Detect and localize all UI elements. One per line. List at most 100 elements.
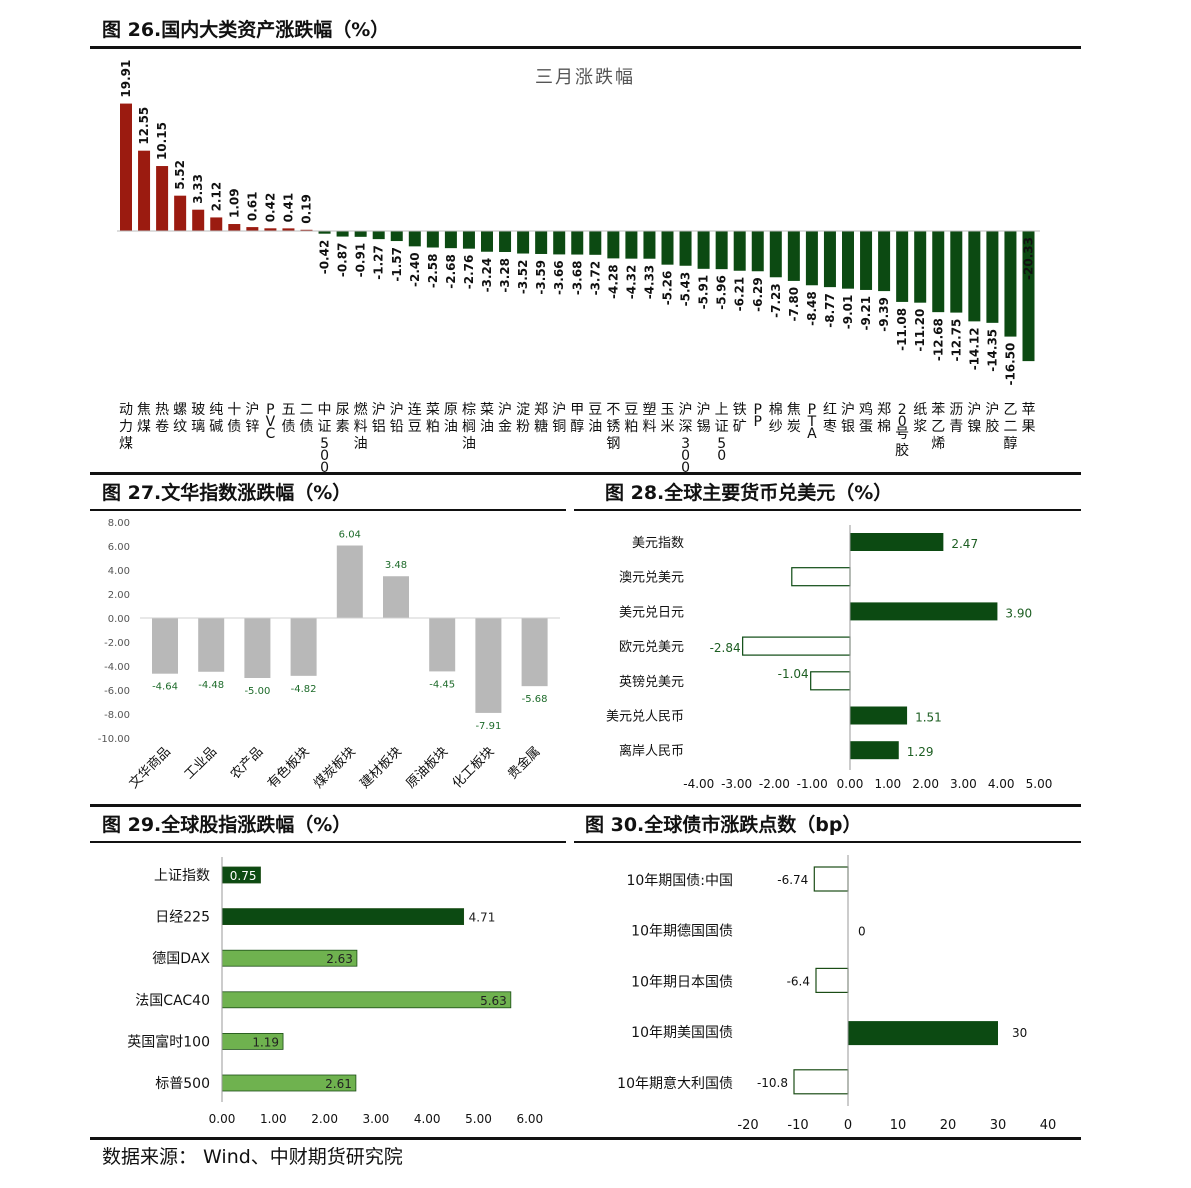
fig27-ytick-label: -2.00 — [104, 638, 130, 649]
fig26-bar — [481, 231, 493, 252]
fig26-bar — [444, 231, 457, 249]
fig28-bar — [850, 741, 899, 760]
fig26-value-label: -4.32 — [624, 265, 638, 300]
fig26-bar — [156, 166, 169, 231]
fig26-category-label: 沥青 — [949, 402, 963, 435]
fig26-bar — [932, 231, 945, 313]
fig26-category-label: 焦煤 — [137, 402, 151, 435]
fig26-category-label: 沪铅 — [390, 402, 404, 435]
fig26-bar — [390, 231, 403, 242]
fig27-bar — [152, 618, 178, 674]
fig26-value-label: -3.59 — [534, 260, 548, 295]
fig26-category-label: 动力煤 — [119, 402, 133, 452]
fig26-chart: 三月涨跌幅 19.91 动力煤 12.55 焦煤 10.15 热卷 5.52 螺纹 3.33 玻璃… — [117, 60, 1040, 476]
fig28-bar — [850, 706, 908, 725]
fig26-category-label: 甲醇 — [570, 402, 584, 435]
fig28-xtick-label: 5.00 — [1026, 777, 1053, 791]
fig26-category-label: 沪镍 — [967, 402, 981, 435]
fig26-value-label: -5.96 — [715, 275, 729, 310]
fig26-value-label: -3.24 — [480, 258, 494, 293]
fig29-value-label: 2.63 — [326, 952, 353, 966]
fig28-bar — [850, 602, 998, 621]
fig26-value-label: -1.57 — [390, 247, 404, 282]
fig26-value-label: -3.66 — [552, 260, 566, 295]
fig26-value-label: 1.09 — [227, 188, 241, 218]
fig26-value-label: -14.12 — [967, 327, 981, 370]
fig26-category-label: 沪深 3 0 0 — [679, 402, 693, 476]
fig26-bar — [787, 231, 800, 281]
fig26-value-label: 10.15 — [155, 122, 169, 160]
fig26-value-label: -16.50 — [1003, 343, 1017, 386]
fig26-bar — [823, 231, 836, 288]
fig26-value-label: -12.75 — [949, 319, 963, 362]
fig29-value-label: 5.63 — [480, 994, 507, 1008]
fig26-value-label: -3.28 — [498, 258, 512, 293]
fig26-value-label: -2.40 — [408, 252, 422, 287]
fig26-category-label: 二债 — [300, 402, 314, 435]
fig27-ytick-label: -6.00 — [104, 686, 130, 697]
fig26-value-label: -2.58 — [426, 254, 440, 289]
fig28-category-label: 欧元兑美元 — [619, 640, 684, 655]
fig26-bar — [733, 231, 746, 271]
fig30-top-rule — [574, 841, 1081, 843]
fig26-category-label: 纯碱 — [209, 402, 223, 435]
fig28-value-label: 1.29 — [907, 745, 934, 759]
fig26-category-label: 淀粉 — [516, 402, 530, 435]
fig27-value-label: -5.00 — [244, 686, 270, 697]
fig26-bar — [950, 231, 963, 313]
fig26-category-label: 菜粕 — [426, 402, 440, 435]
fig29-xtick-label: 0.00 — [209, 1112, 236, 1126]
fig26-category-label: 沪锡 — [697, 402, 711, 435]
fig27-bar — [521, 618, 548, 687]
fig30-category-label: 10年期意大利国债 — [617, 1075, 733, 1092]
fig26-value-label: -6.21 — [733, 277, 747, 312]
fig28-xtick-label: -1.00 — [797, 777, 828, 791]
fig30-xtick-label: -20 — [737, 1118, 758, 1133]
fig26-bar — [462, 231, 475, 249]
fig26-bottom-rule — [90, 472, 1081, 475]
fig26-category-label: 沪银 — [841, 402, 855, 435]
fig30-xtick-label: -10 — [787, 1118, 808, 1133]
fig26-bar — [354, 231, 367, 237]
fig26-bar — [174, 195, 187, 231]
fig26-bar — [643, 231, 656, 259]
fig28-category-label: 澳元兑美元 — [619, 570, 684, 586]
fig26-value-label: 0.61 — [245, 191, 259, 221]
fig27-value-label: 3.48 — [385, 560, 407, 571]
fig30-xtick-label: 20 — [940, 1118, 957, 1133]
fig27-value-label: -7.91 — [475, 721, 501, 732]
fig29-xtick-label: 2.00 — [311, 1112, 338, 1126]
fig28-value-label: 2.47 — [951, 537, 978, 551]
fig30-xtick-label: 0 — [844, 1118, 852, 1133]
fig30-category-label: 10年期日本国债 — [631, 974, 733, 990]
fig26-bar — [535, 231, 548, 254]
fig26-value-label: -5.91 — [697, 275, 711, 310]
fig26-value-label: -0.42 — [318, 240, 332, 275]
fig29-value-label: 1.19 — [252, 1035, 279, 1049]
fig30-value-label: -10.8 — [757, 1076, 788, 1090]
fig28-top-rule — [574, 509, 1081, 511]
fig26-bar — [968, 231, 981, 322]
fig26-category-label: 郑糖 — [534, 402, 548, 435]
fig26-category-label: 沪铝 — [372, 402, 386, 435]
fig27-ytick-label: 0.00 — [108, 614, 130, 625]
fig28-value-label: -2.84 — [710, 641, 741, 655]
fig26-value-label: -2.68 — [444, 254, 458, 289]
fig29-xtick-label: 1.00 — [260, 1112, 287, 1126]
fig27-value-label: -4.45 — [429, 679, 455, 690]
fig27-bar — [475, 618, 502, 713]
fig26-value-label: -11.08 — [895, 308, 909, 351]
fig30-xtick-label: 30 — [990, 1118, 1007, 1133]
fig28-xtick-label: -3.00 — [721, 777, 752, 791]
fig26-category-label: 沪金 — [498, 402, 512, 435]
fig29-top-rule — [90, 841, 566, 843]
fig26-bar — [553, 231, 566, 255]
fig27-bar — [383, 576, 409, 618]
fig29-chart: 上证指数 0.75 日经225 4.71 德国DAX 2.63 法国CAC40 5.63 英国富… — [127, 857, 543, 1126]
fig26-bar — [842, 231, 854, 289]
fig28-xtick-label: 1.00 — [874, 777, 901, 791]
fig26-bar — [120, 103, 132, 231]
fig26-category-label: 热卷 — [155, 402, 169, 435]
fig28-bar — [850, 533, 944, 551]
fig26-value-label: -8.77 — [823, 293, 837, 328]
